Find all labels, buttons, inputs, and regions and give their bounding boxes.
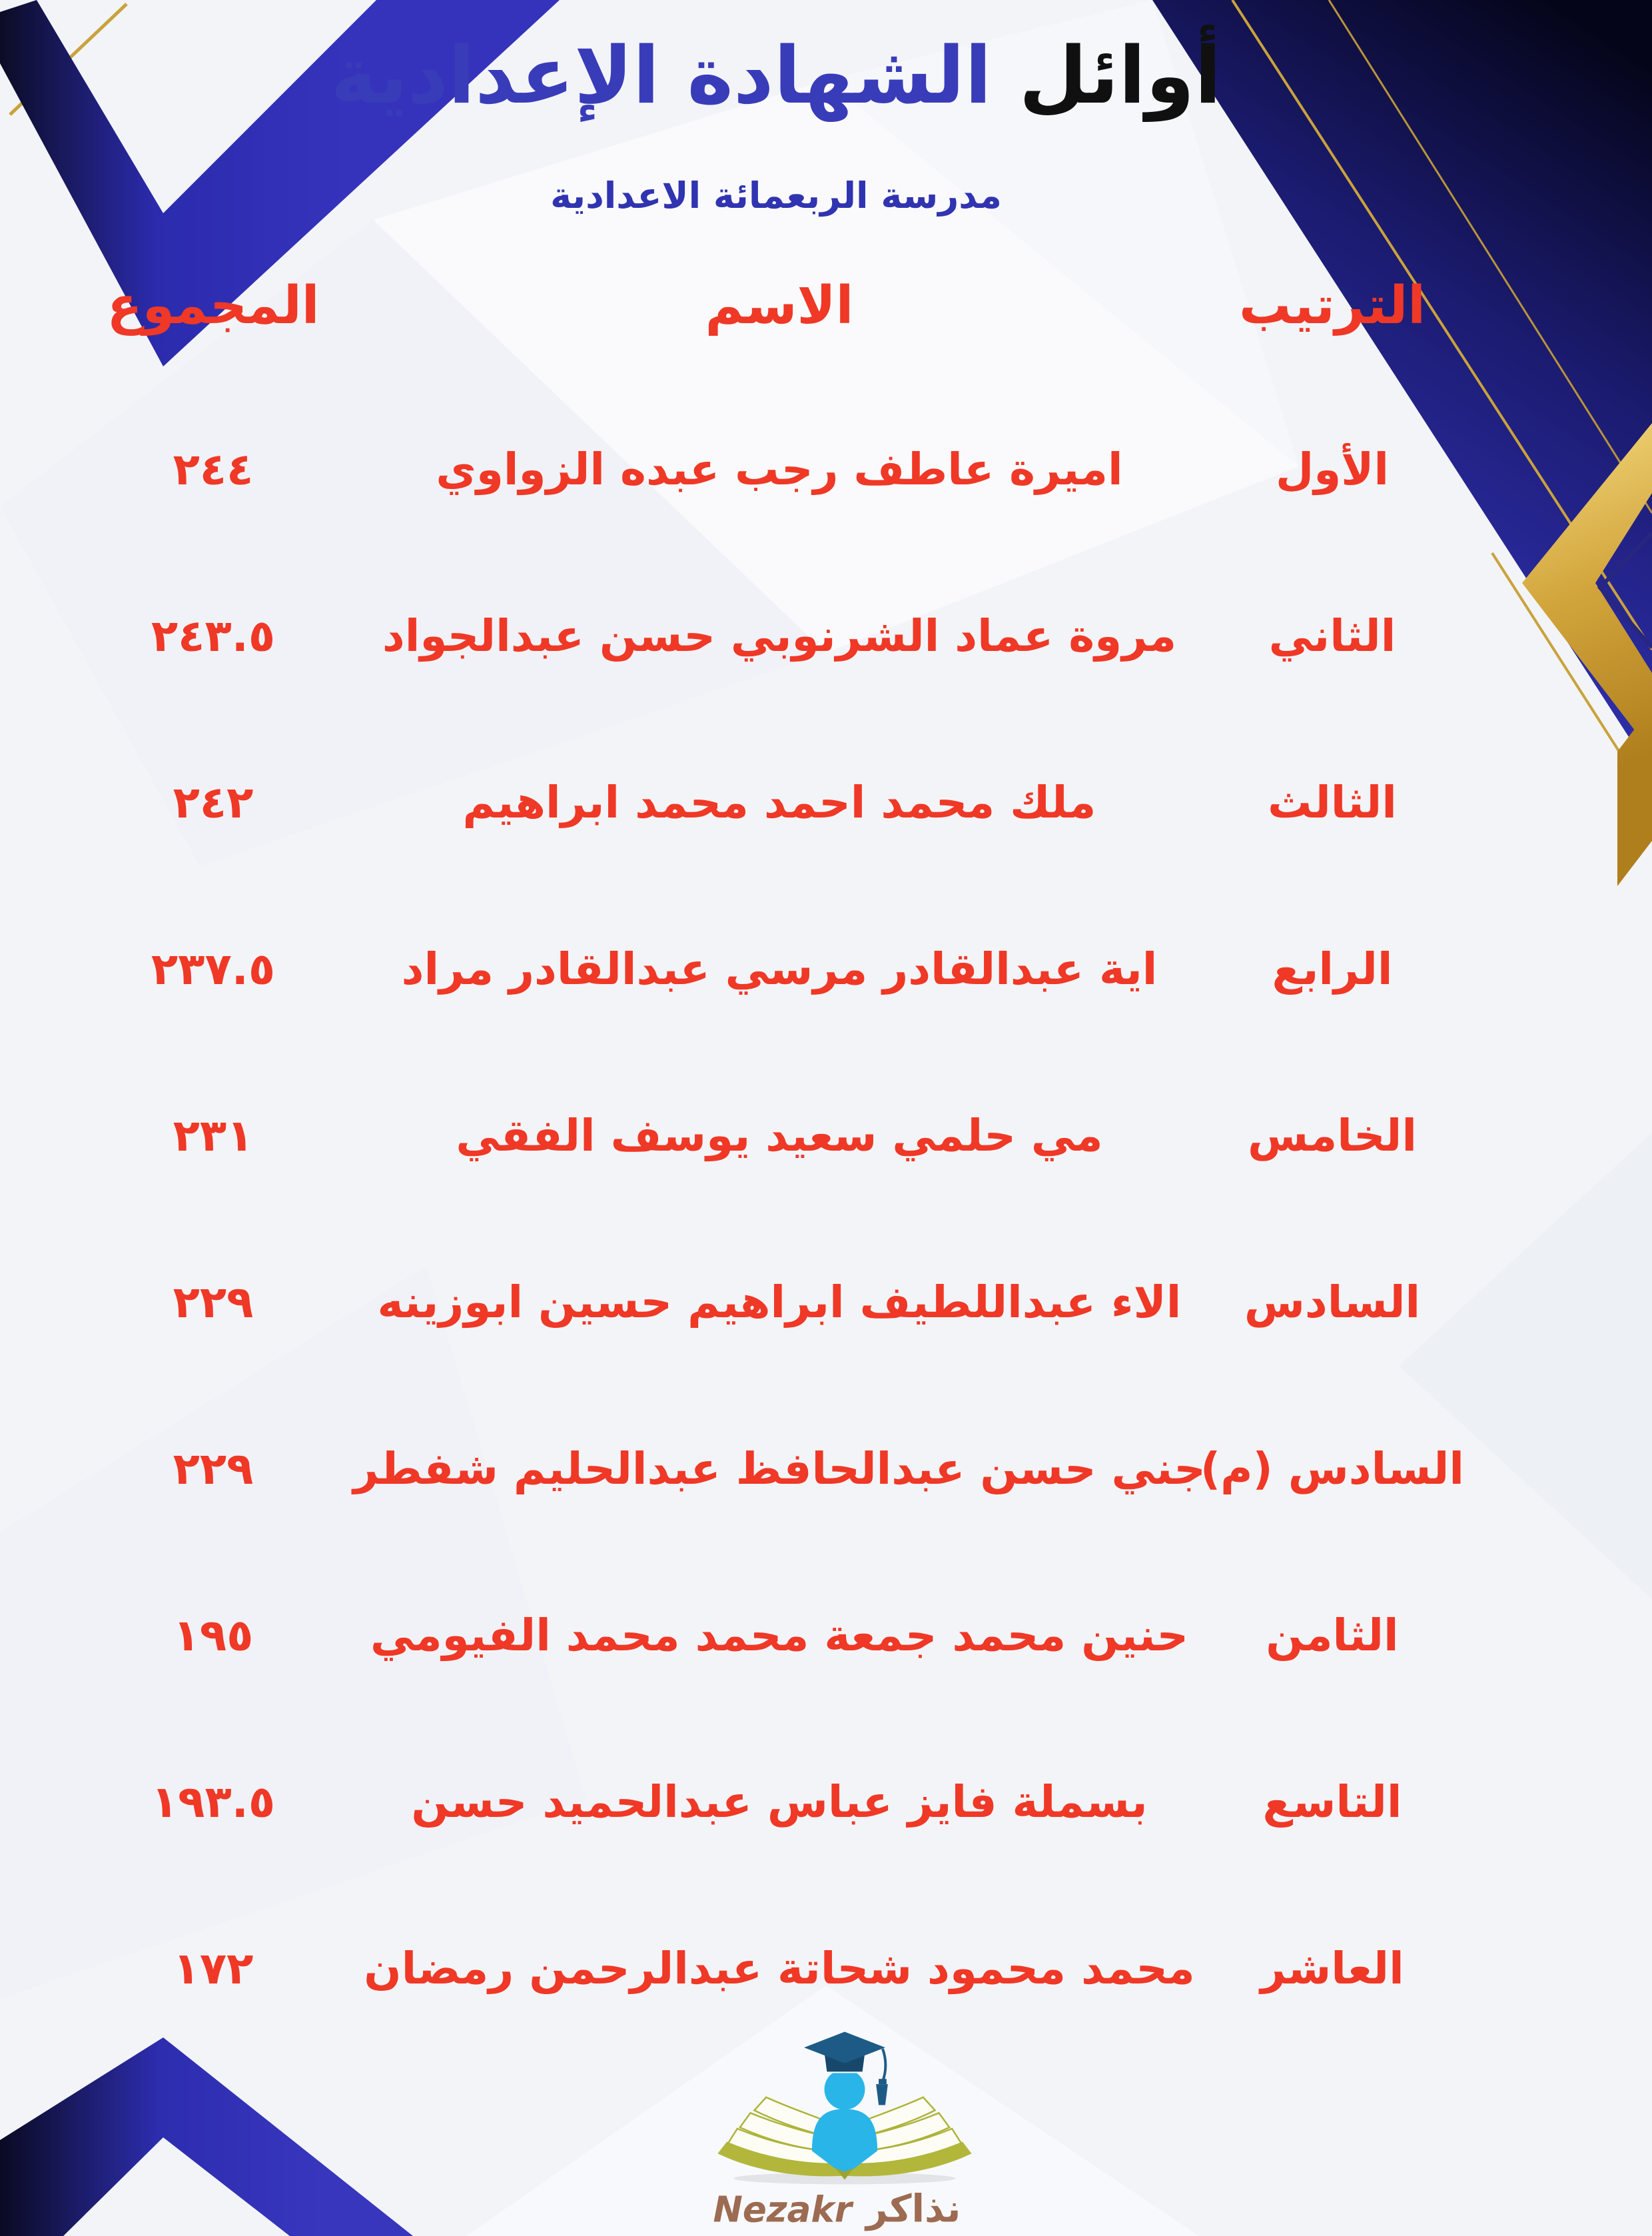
table-row: الثاني مروة عماد الشرنوبي حسن عبدالجواد … — [0, 596, 1652, 676]
column-header-name: الاسم — [705, 276, 854, 336]
total-cell: ٢٣١ — [173, 1110, 254, 1161]
name-cell: مروة عماد الشرنوبي حسن عبدالجواد — [382, 610, 1177, 662]
table-row: السادس (م) جني حسن عبدالحافظ عبدالحليم ش… — [0, 1429, 1652, 1509]
student-head — [824, 2069, 865, 2110]
bg-facet — [0, 1266, 586, 1999]
total-cell: ٢٣٧.٥ — [151, 943, 276, 995]
gold-line — [1328, 0, 1652, 514]
rank-cell: الرابع — [1272, 943, 1393, 995]
bg-facet — [826, 0, 1299, 466]
name-cell: حنين محمد جمعة محمد محمد الفيومي — [370, 1610, 1189, 1661]
name-cell: مي حلمي سعيد يوسف الفقي — [456, 1110, 1103, 1161]
total-cell: ٢٤٤ — [173, 444, 254, 495]
column-header-total: المجموع — [107, 276, 320, 336]
name-cell: الاء عبداللطيف ابراهيم حسين ابوزينه — [377, 1277, 1182, 1328]
page-title: أوائل الشهادة الإعدادية — [0, 19, 1552, 132]
gold-chevron — [1522, 423, 1652, 753]
total-cell: ٢٢٩ — [173, 1277, 254, 1328]
rank-cell: التاسع — [1262, 1776, 1402, 1828]
table-header-row: الترتيب الاسم المجموع — [0, 261, 1652, 351]
name-cell: اية عبدالقادر مرسي عبدالقادر مراد — [401, 943, 1158, 995]
name-cell: اميرة عاطف رجب عبده الزواوي — [436, 444, 1123, 495]
bg-facet — [0, 220, 826, 866]
rank-cell: الثالث — [1268, 777, 1397, 828]
bg-facet — [1399, 1133, 1652, 1599]
total-cell: ١٧٢ — [173, 1943, 254, 1994]
logo-latin-text: Nezakr — [713, 2189, 853, 2230]
rank-cell: السادس (م) — [1200, 1443, 1464, 1494]
table-row: الأول اميرة عاطف رجب عبده الزواوي ٢٤٤ — [0, 430, 1652, 510]
gold-edge-strip — [1617, 706, 1652, 886]
nezakr-logo: نذاكر Nezakr — [713, 2031, 972, 2231]
total-cell: ٢٤٢ — [173, 777, 254, 828]
student-icon — [804, 2031, 888, 2176]
name-cell: جني حسن عبدالحافظ عبدالحليم شفطر — [353, 1443, 1206, 1494]
total-cell: ١٩٣.٥ — [151, 1776, 276, 1828]
total-cell: ٢٤٣.٥ — [151, 610, 276, 662]
navy-chevron-line — [1597, 531, 1652, 649]
title-main: الشهادة الإعدادية — [330, 29, 992, 121]
table-row: الخامس مي حلمي سعيد يوسف الفقي ٢٣١ — [0, 1096, 1652, 1176]
total-cell: ٢٢٩ — [173, 1443, 254, 1494]
rank-cell: السادس — [1244, 1277, 1421, 1328]
rank-cell: الأول — [1275, 444, 1390, 495]
rank-cell: الثامن — [1266, 1610, 1399, 1661]
school-name: مدرسة الربعمائة الاعدادية — [550, 175, 1002, 217]
book-fold — [835, 2167, 854, 2180]
rank-cell: الثاني — [1268, 610, 1396, 662]
table-row: الثامن حنين محمد جمعة محمد محمد الفيومي … — [0, 1596, 1652, 1676]
student-body — [811, 2109, 878, 2176]
bg-facet — [373, 80, 1299, 653]
table-row: التاسع بسملة فايز عباس عبدالحميد حسن ١٩٣… — [0, 1762, 1652, 1842]
corner-chevron-bottom-left — [0, 2037, 413, 2236]
name-cell: محمد محمود شحاتة عبدالرحمن رمضان — [364, 1943, 1195, 1994]
name-cell: بسملة فايز عباس عبدالحميد حسن — [411, 1776, 1148, 1828]
rank-cell: العاشر — [1260, 1943, 1404, 1994]
corner-chevron-top-left — [0, 0, 560, 366]
table-row: العاشر محمد محمود شحاتة عبدالرحمن رمضان … — [0, 1929, 1652, 2009]
table-row: السادس الاء عبداللطيف ابراهيم حسين ابوزي… — [0, 1263, 1652, 1343]
column-header-rank: الترتيب — [1238, 276, 1426, 336]
name-cell: ملك محمد احمد محمد ابراهيم — [462, 777, 1096, 828]
graduation-cap-icon — [804, 2031, 888, 2105]
table-row: الرابع اية عبدالقادر مرسي عبدالقادر مراد… — [0, 929, 1652, 1009]
logo-arabic-text: نذاكر — [864, 2187, 961, 2231]
table-row: الثالث ملك محمد احمد محمد ابراهيم ٢٤٢ — [0, 763, 1652, 843]
title-prefix: أوائل — [1019, 29, 1222, 121]
rank-cell: الخامس — [1248, 1110, 1417, 1161]
total-cell: ١٩٥ — [173, 1610, 254, 1661]
